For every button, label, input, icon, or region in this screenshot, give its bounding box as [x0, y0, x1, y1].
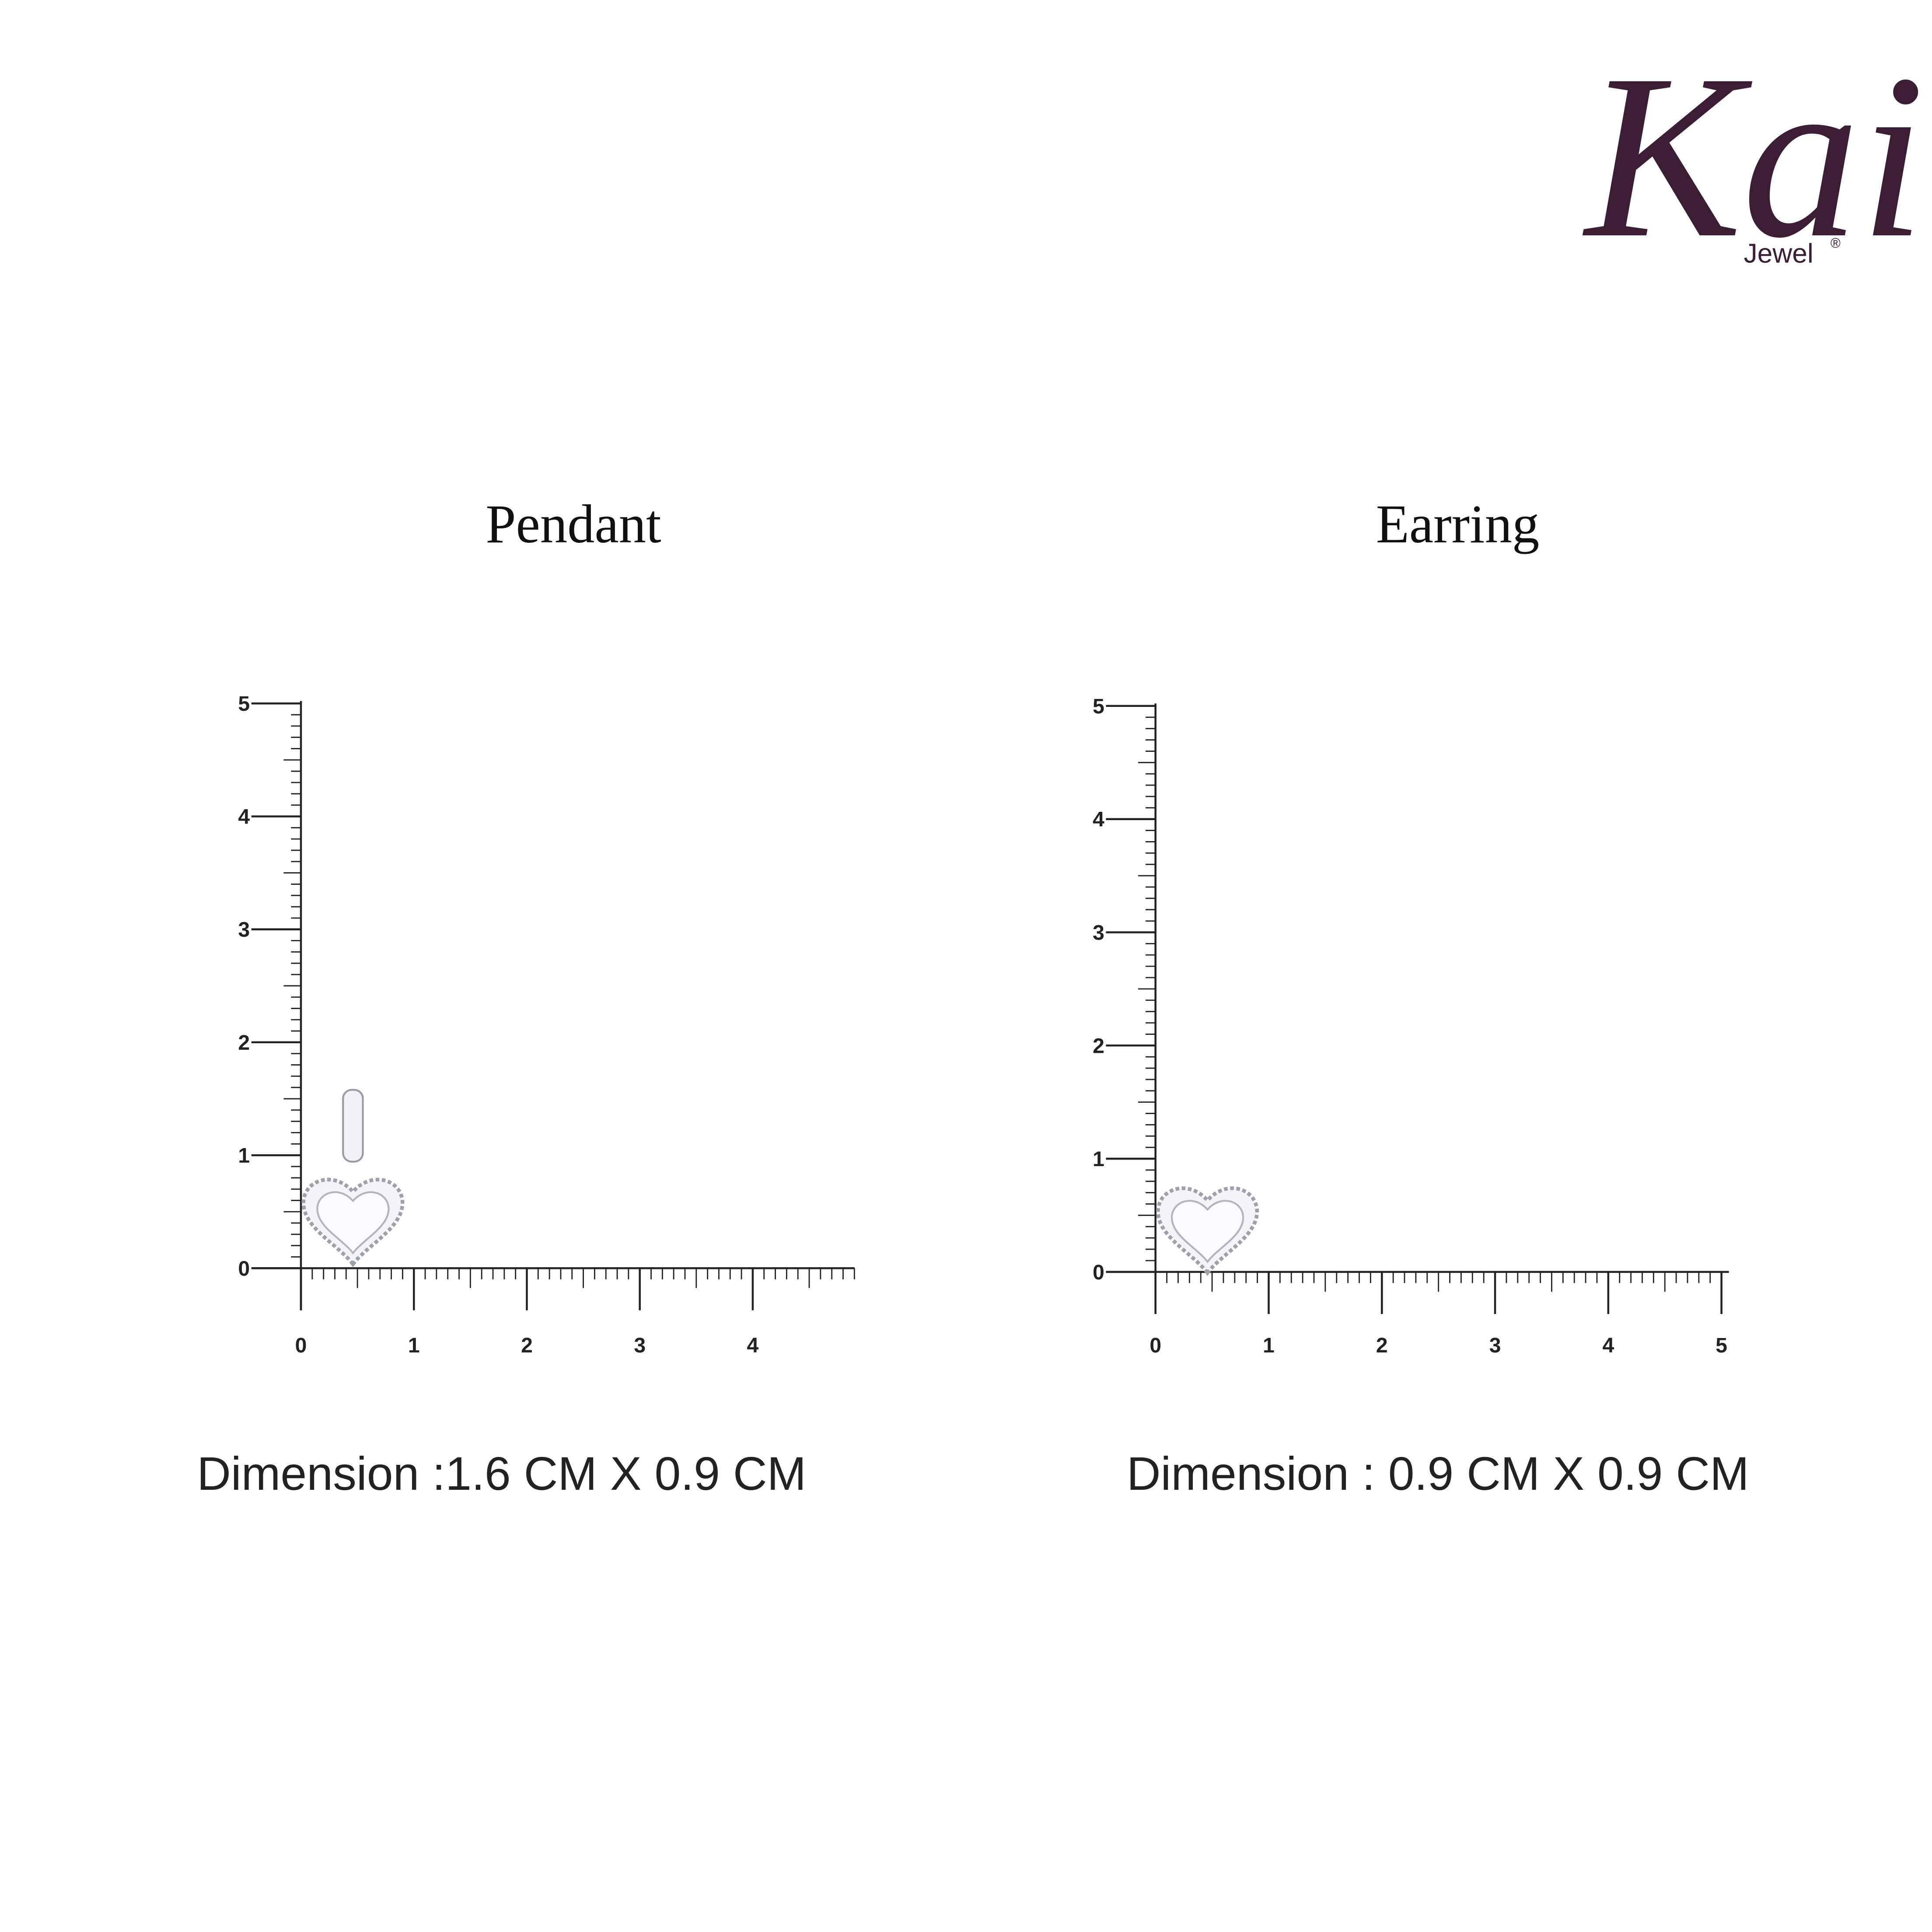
x-tick-label: 3 [634, 1334, 646, 1357]
x-tick-label: 1 [1263, 1334, 1275, 1357]
x-tick-label: 2 [521, 1334, 533, 1357]
jewel [301, 1089, 405, 1268]
y-tick-label: 3 [238, 918, 250, 942]
y-tick-label: 4 [238, 805, 250, 828]
panel: Earring 0 1 2 3 4 5 0 1 2 3 4 5 Dimension : 0.9 CM X … [1093, 494, 1749, 1500]
logo-sub: Jewel [1744, 238, 1813, 269]
y-tick-label: 1 [1093, 1147, 1104, 1171]
logo-registered: ® [1831, 235, 1841, 251]
y-tick-label: 2 [238, 1031, 250, 1055]
y-tick-label: 2 [1093, 1034, 1104, 1058]
y-tick-label: 4 [1093, 808, 1104, 831]
panel: Pendant 0 1 2 3 4 5 0 1 2 3 4 Dimension :1.6 CM X 0.… [197, 494, 855, 1500]
bail [342, 1089, 364, 1163]
y-tick-label: 0 [1093, 1261, 1104, 1284]
panel-title: Pendant [486, 494, 661, 554]
x-tick-label: 0 [1149, 1334, 1161, 1357]
heart-stone [1170, 1200, 1244, 1264]
dimension: Dimension :1.6 CM X 0.9 CM [197, 1447, 806, 1500]
heart-stone [316, 1191, 390, 1255]
y-tick-label: 1 [238, 1144, 250, 1167]
panels: Pendant 0 1 2 3 4 5 0 1 2 3 4 Dimension :1.6 CM X 0.… [197, 494, 1749, 1500]
x-tick-label: 5 [1715, 1334, 1727, 1357]
y-tick-label: 5 [1093, 695, 1104, 718]
y-tick-label: 3 [1093, 921, 1104, 944]
jewel [1156, 1186, 1259, 1276]
y-tick-label: 0 [238, 1257, 250, 1280]
x-tick-label: 0 [295, 1334, 307, 1357]
logo-brand: Kai [1582, 26, 1925, 286]
logo: Kai Jewel ® [1582, 26, 1925, 286]
x-tick-label: 4 [1602, 1334, 1614, 1357]
x-tick-label: 2 [1376, 1334, 1388, 1357]
y-tick-label: 5 [238, 692, 250, 716]
x-tick-label: 4 [747, 1334, 759, 1357]
x-tick-label: 1 [408, 1334, 420, 1357]
x-tick-label: 3 [1489, 1334, 1501, 1357]
panel-title: Earring [1376, 494, 1540, 554]
dimension: Dimension : 0.9 CM X 0.9 CM [1127, 1447, 1749, 1500]
